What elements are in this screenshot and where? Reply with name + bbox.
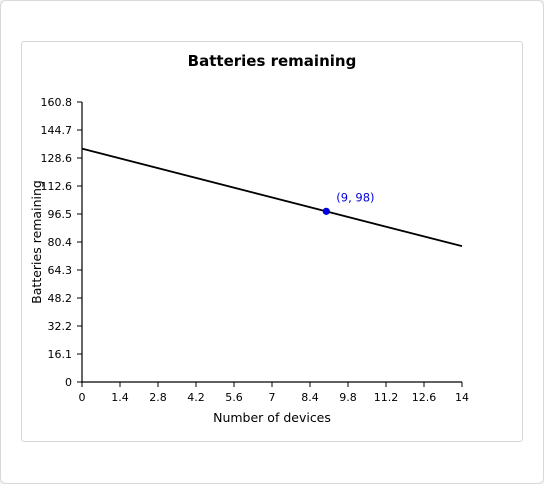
x-tick-label: 12.6 [412, 391, 437, 404]
y-axis-ticks: 0 16.1 32.2 48.2 64.3 80.4 96.5 112.6 128.6 144.7… [41, 96, 82, 389]
y-tick-label: 96.5 [48, 208, 73, 221]
x-tick-label: 11.2 [374, 391, 399, 404]
x-axis-label: Number of devices [213, 410, 331, 425]
y-tick-label: 0 [65, 376, 72, 389]
x-tick-label: 14 [455, 391, 469, 404]
x-tick-label: 2.8 [149, 391, 167, 404]
x-tick-label: 7 [269, 391, 276, 404]
series-line [81, 147, 463, 248]
y-tick-label: 64.3 [48, 264, 73, 277]
x-tick-label: 4.2 [187, 391, 205, 404]
x-tick-label: 5.6 [225, 391, 243, 404]
y-tick-label: 128.6 [41, 152, 73, 165]
y-tick-label: 112.6 [41, 180, 73, 193]
x-axis-ticks: 0 1.4 2.8 4.2 5.6 7 8.4 9.8 11.2 12.6 14 [79, 382, 469, 404]
x-tick-label: 1.4 [111, 391, 129, 404]
x-tick-label: 0 [79, 391, 86, 404]
y-tick-label: 16.1 [48, 348, 73, 361]
y-tick-label: 144.7 [41, 124, 73, 137]
y-tick-label: 80.4 [48, 236, 73, 249]
y-tick-label: 160.8 [41, 96, 73, 109]
highlighted-data-point[interactable] [322, 207, 330, 215]
highlighted-point-label: (9, 98) [336, 190, 374, 204]
x-tick-label: 8.4 [301, 391, 319, 404]
y-tick-label: 48.2 [48, 292, 73, 305]
y-tick-label: 32.2 [48, 320, 73, 333]
chart-card [21, 41, 523, 442]
x-tick-label: 9.8 [339, 391, 357, 404]
chart-title: Batteries remaining [188, 52, 357, 70]
y-axis-label: Batteries remaining [29, 180, 44, 304]
